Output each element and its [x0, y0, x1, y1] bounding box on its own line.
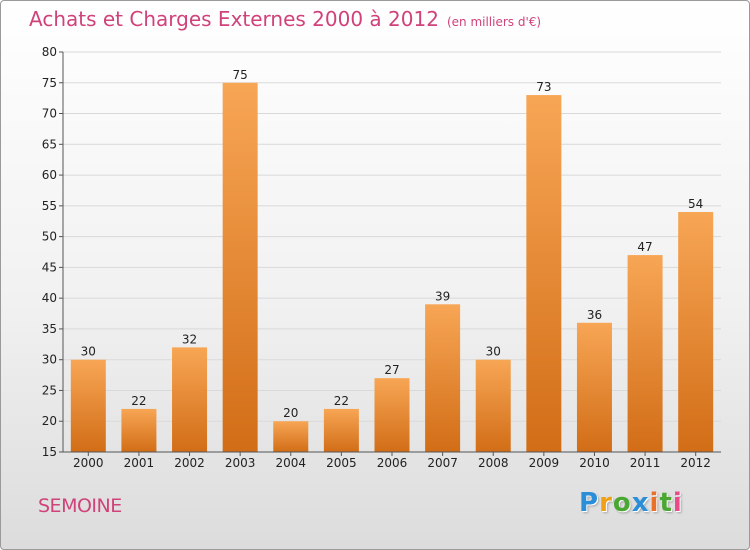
bars — [70, 82, 714, 453]
y-tick-label: 65 — [42, 137, 57, 151]
x-tick-label: 2009 — [529, 456, 560, 470]
y-tick-label: 80 — [42, 45, 57, 59]
y-tick-label: 55 — [42, 199, 57, 213]
y-tick-label: 70 — [42, 107, 57, 121]
bar-2001[interactable] — [121, 408, 157, 452]
y-tick-label: 75 — [42, 76, 57, 90]
chart-subtitle: (en milliers d'€) — [446, 15, 542, 29]
data-label-2002: 32 — [182, 332, 197, 346]
x-tick-label: 2001 — [124, 456, 155, 470]
y-tick-labels: 15 20 25 30 35 40 45 50 55 60 65 70 75 80 — [42, 45, 57, 459]
bar-2010[interactable] — [576, 322, 612, 452]
x-tick-labels: 2000 2001 2002 2003 2004 2005 2006 2007 2008 2009… — [73, 456, 711, 470]
y-tick-label: 20 — [42, 414, 57, 428]
x-tick-label: 2006 — [377, 456, 408, 470]
y-tick-label: 30 — [42, 353, 57, 367]
y-tick-label: 50 — [42, 230, 57, 244]
x-tick-label: 2012 — [680, 456, 711, 470]
y-tick-label: 60 — [42, 168, 57, 182]
logo-letter-6: i — [672, 488, 683, 518]
x-tick-label: 2000 — [73, 456, 104, 470]
bar-2006[interactable] — [374, 378, 410, 452]
bar-2000[interactable] — [70, 359, 106, 452]
data-label-2006: 27 — [384, 363, 399, 377]
logo-letter-0: P — [579, 488, 600, 518]
place-name: SEMOINE — [38, 495, 122, 517]
logo-letter-5: t — [659, 488, 673, 518]
bar-2011[interactable] — [627, 255, 663, 452]
y-tick-label: 40 — [42, 291, 57, 305]
y-tick-label: 15 — [42, 445, 57, 459]
data-label-2003: 75 — [233, 68, 248, 82]
logo-letter-1: r — [599, 488, 613, 518]
logo-letter-2: o — [612, 488, 632, 518]
bar-2003[interactable] — [222, 82, 258, 453]
bar-2005[interactable] — [323, 408, 359, 452]
data-label-2001: 22 — [131, 394, 146, 408]
bar-2007[interactable] — [425, 304, 461, 452]
x-tick-label: 2002 — [174, 456, 205, 470]
y-tick-label: 25 — [42, 383, 57, 397]
data-label-2007: 39 — [435, 289, 450, 303]
logo-letter-3: x — [631, 488, 650, 518]
bar-2009[interactable] — [526, 95, 562, 453]
logo-letter-4: i — [649, 488, 660, 518]
x-tick-label: 2011 — [630, 456, 661, 470]
data-label-2012: 54 — [688, 197, 703, 211]
chart-title-text: Achats et Charges Externes 2000 à 2012 — [29, 7, 439, 31]
x-tick-label: 2003 — [225, 456, 256, 470]
bar-2012[interactable] — [678, 212, 714, 452]
x-tick-label: 2008 — [478, 456, 509, 470]
bar-2004[interactable] — [273, 421, 309, 452]
bar-2002[interactable] — [172, 347, 208, 452]
x-tick-label: 2005 — [326, 456, 357, 470]
data-label-2011: 47 — [637, 240, 652, 254]
bar-2008[interactable] — [475, 359, 511, 452]
data-label-2009: 73 — [536, 80, 551, 94]
proxiti-logo[interactable]: Proxiti — [579, 488, 683, 518]
x-tick-label: 2004 — [275, 456, 306, 470]
data-label-2008: 30 — [486, 345, 501, 359]
y-tick-label: 45 — [42, 260, 57, 274]
data-labels: 30 22 32 75 20 22 27 39 30 73 36 47 54 — [81, 68, 704, 420]
axes — [62, 52, 721, 456]
x-tick-label: 2007 — [427, 456, 458, 470]
data-label-2005: 22 — [334, 394, 349, 408]
x-tick-label: 2010 — [579, 456, 610, 470]
chart-title: Achats et Charges Externes 2000 à 2012 (e… — [29, 7, 541, 31]
y-tick-label: 35 — [42, 322, 57, 336]
data-label-2000: 30 — [81, 345, 96, 359]
data-label-2010: 36 — [587, 308, 602, 322]
data-label-2004: 20 — [283, 406, 298, 420]
